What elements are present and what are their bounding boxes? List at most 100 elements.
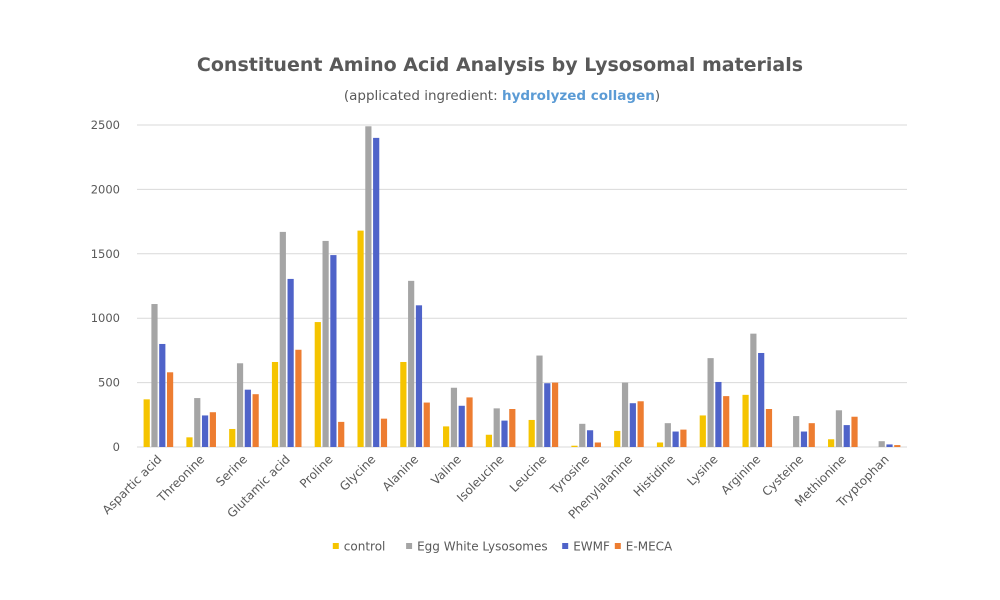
chart-title: Constituent Amino Acid Analysis by Lysos… (197, 54, 803, 76)
legend-label: EWMF (573, 540, 610, 554)
legend-label: Egg White Lysosomes (417, 540, 548, 554)
bar (501, 420, 508, 447)
bar (758, 352, 765, 447)
bar (295, 349, 302, 447)
bar (536, 355, 543, 447)
bar (450, 387, 458, 447)
bar (672, 431, 679, 447)
bar (252, 394, 259, 447)
bar (400, 361, 407, 447)
subtitle-suffix: ) (655, 88, 660, 104)
bar (614, 430, 621, 447)
bar (828, 439, 835, 447)
bar (800, 431, 808, 447)
x-tick-label: Histidine (631, 452, 678, 499)
bar (878, 441, 885, 447)
bar (236, 363, 244, 447)
bar (835, 410, 843, 447)
bar (209, 412, 216, 447)
bar (528, 419, 535, 447)
x-tick-label: Isoleucine (454, 452, 507, 505)
bar (143, 399, 150, 447)
bar (229, 428, 236, 447)
legend-swatch (406, 543, 413, 549)
bar (765, 409, 773, 447)
bar (637, 401, 644, 447)
bar (287, 278, 294, 447)
bar (629, 403, 636, 447)
bar (586, 430, 594, 447)
bar (551, 382, 559, 447)
gridlines (137, 124, 907, 448)
x-tick-label: Valine (428, 452, 464, 488)
y-tick-label: 2000 (91, 182, 120, 196)
x-tick-label: Proline (297, 452, 336, 491)
bar (621, 382, 629, 447)
y-axis-ticks: 0 500 1000 1500 2000 2500 (91, 118, 120, 454)
bar (707, 358, 714, 447)
bar (322, 240, 329, 447)
bar (365, 126, 372, 447)
x-tick-label: Arginine (718, 452, 763, 497)
bar (715, 381, 722, 447)
chart-subtitle: (applicated ingredient: hydrolyzed colla… (344, 88, 660, 104)
bar (742, 394, 749, 447)
x-tick-label: Serine (213, 452, 250, 489)
bar (244, 389, 251, 447)
bar (186, 437, 193, 447)
bar (151, 304, 158, 447)
bar (886, 444, 893, 447)
bar (330, 255, 337, 447)
bar (485, 434, 493, 447)
x-tick-label: Aspartic acid (100, 452, 165, 517)
bar (680, 429, 687, 447)
x-tick-label: Alanine (380, 452, 422, 494)
bar (201, 415, 209, 447)
bar (509, 409, 516, 447)
bar (443, 426, 450, 447)
bar (851, 416, 858, 447)
bar (380, 418, 388, 447)
bar (338, 421, 345, 447)
legend-swatch (614, 543, 621, 549)
legend: control Egg White Lysosomes EWMF E-MECA (332, 540, 673, 554)
bar (466, 397, 473, 447)
bar (314, 322, 321, 447)
bar (423, 402, 430, 447)
bar (571, 445, 578, 447)
y-tick-label: 2500 (91, 118, 120, 132)
bar (373, 137, 380, 447)
bar (894, 445, 901, 447)
bar (594, 442, 601, 447)
bar (159, 343, 166, 447)
bar (793, 416, 800, 447)
bar (408, 280, 415, 447)
bar (357, 230, 364, 447)
bar (750, 333, 757, 447)
bar (579, 423, 586, 447)
subtitle-prefix: (applicated ingredient: (344, 88, 502, 104)
subtitle-highlight: hydrolyzed collagen (502, 88, 655, 104)
bar (493, 408, 500, 447)
x-tick-label: Leucine (507, 452, 550, 495)
x-tick-label: Lysine (684, 452, 720, 488)
bar (664, 423, 671, 447)
legend-label: E-MECA (626, 540, 673, 554)
bar (271, 361, 279, 447)
bar (166, 372, 174, 447)
y-tick-label: 0 (113, 440, 120, 454)
bar (544, 383, 551, 447)
bar (843, 425, 850, 447)
bar (415, 305, 423, 447)
y-tick-label: 1000 (91, 311, 120, 325)
bar (656, 442, 664, 447)
bar (194, 398, 201, 447)
legend-swatch (562, 543, 569, 549)
y-tick-label: 1500 (91, 247, 120, 261)
bars (143, 126, 901, 447)
bar (699, 415, 706, 447)
bar (458, 405, 465, 447)
